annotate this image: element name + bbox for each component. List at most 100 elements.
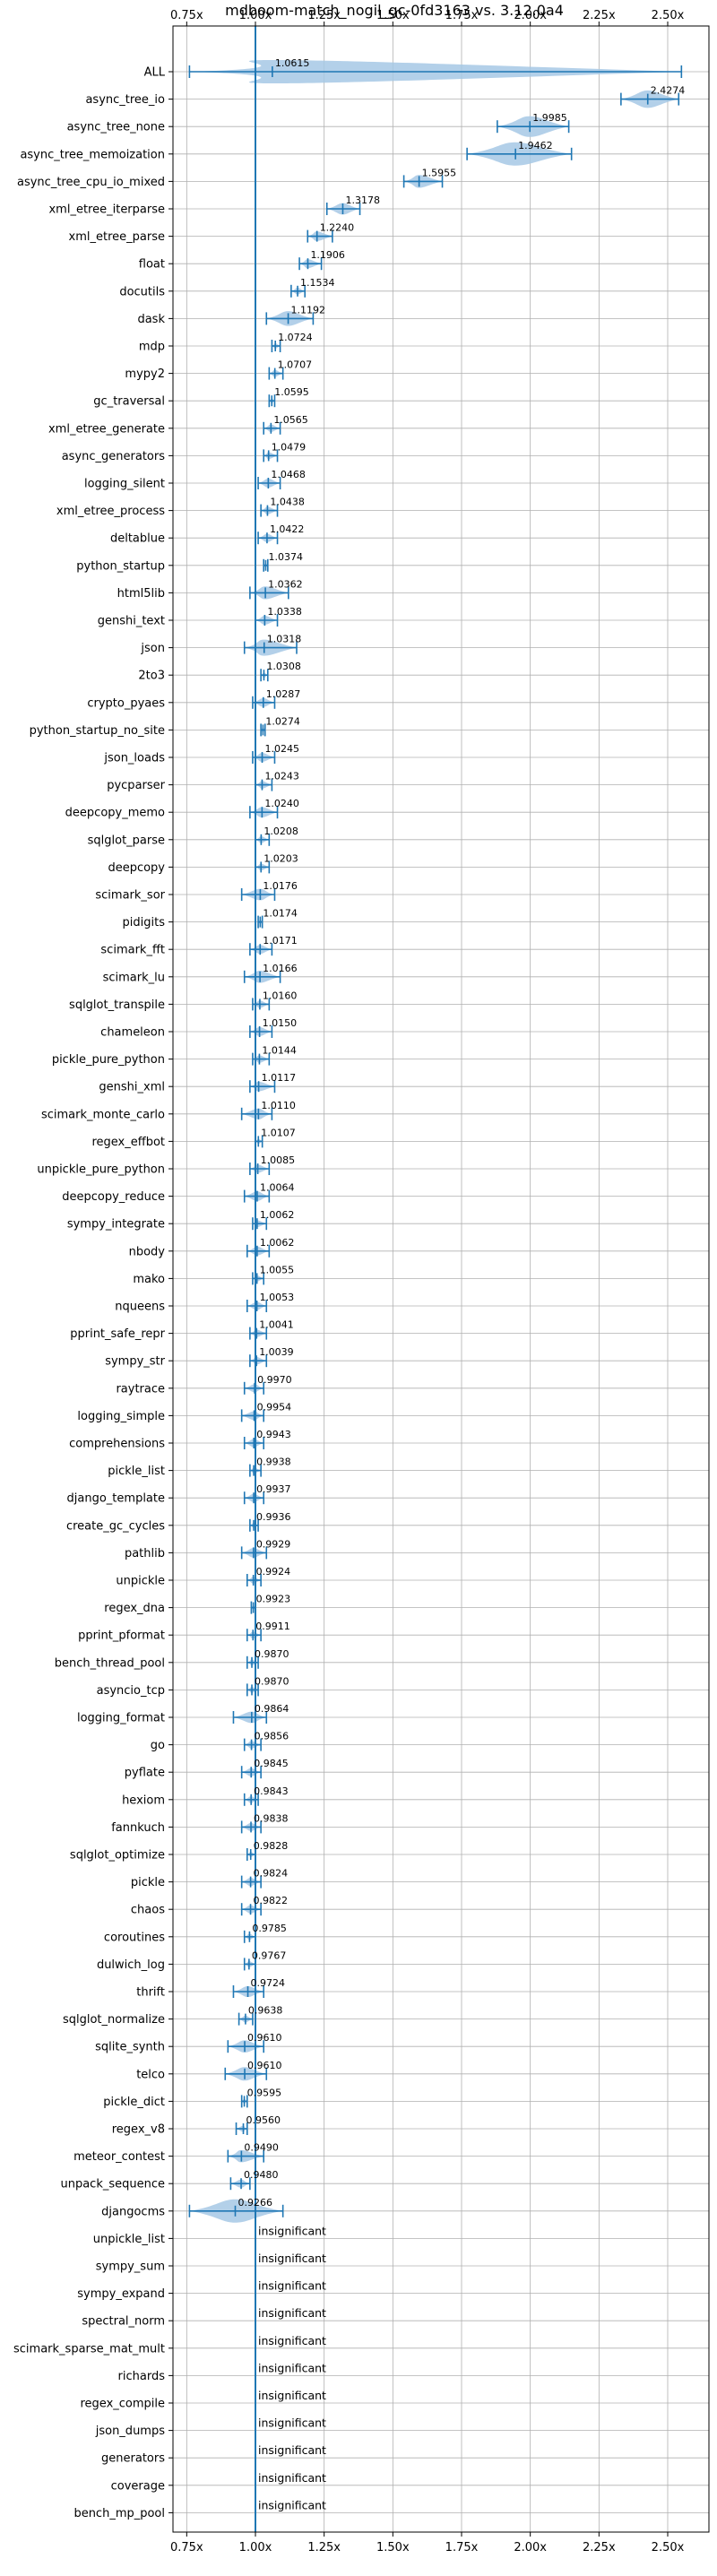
violin-layer (188, 60, 683, 2223)
value-label-gc-traversal: 1.0595 (274, 386, 309, 398)
value-label-xml-etree-parse: 1.2240 (320, 222, 355, 234)
x-tick-label-top: 1.25x (307, 9, 341, 22)
x-tick-label-bottom: 1.25x (307, 2541, 341, 2554)
y-tick-label-generators: generators (101, 2452, 165, 2466)
value-label-pickle-dict: 0.9595 (247, 2087, 282, 2098)
y-tick-label-mako: mako (133, 1273, 165, 1286)
y-tick-label-genshi-text: genshi_text (98, 615, 165, 628)
value-label-dask: 1.1192 (291, 304, 326, 316)
y-tick-label-pyflate: pyflate (125, 1767, 165, 1780)
y-tick-label-sympy-sum: sympy_sum (96, 2260, 165, 2274)
y-tick-label-regex-compile: regex_compile (80, 2398, 165, 2411)
x-tick-label-top: 1.00x (239, 9, 272, 22)
insignificant-label-unpickle-list: insignificant (258, 2224, 326, 2237)
x-tick-label-bottom: 2.50x (652, 2541, 685, 2554)
y-tick-label-scimark-fft: scimark_fft (100, 944, 165, 957)
value-label-meteor-contest: 0.9490 (244, 2142, 279, 2154)
value-label-json-loads: 1.0245 (265, 743, 300, 755)
y-tick-label-docutils: docutils (119, 285, 165, 298)
y-tick-label-async-generators: async_generators (62, 450, 166, 463)
value-label-xml-etree-iterparse: 1.3178 (345, 194, 380, 206)
y-tick-label-logging-silent: logging_silent (84, 478, 165, 491)
insignificant-label-sympy-expand: insignificant (258, 2279, 326, 2293)
y-tick-label-xml-etree-process: xml_etree_process (56, 505, 165, 518)
y-tick-label-logging-format: logging_format (77, 1712, 165, 1725)
x-tick-label-bottom: 2.00x (514, 2541, 547, 2554)
y-tick-label-pickle-dict: pickle_dict (103, 2096, 165, 2109)
insignificant-label-bench-mp-pool: insignificant (258, 2498, 326, 2511)
y-tick-label-sympy-integrate: sympy_integrate (67, 1218, 165, 1232)
value-label-unpickle-pure-python: 1.0085 (261, 1154, 296, 1166)
value-label-layer: 1.0615 2.4274 1.9985 1.9462 1.5955 1.3178 1.22… (238, 57, 685, 2511)
value-label-xml-etree-generate: 1.0565 (273, 414, 308, 426)
value-label-dulwich-log: 0.9767 (252, 1949, 287, 1961)
value-label-pickle-list: 0.9938 (256, 1457, 291, 1468)
y-tick-label-crypto-pyaes: crypto_pyaes (87, 696, 165, 710)
y-tick-label-spectral-norm: spectral_norm (82, 2315, 165, 2329)
x-tick-label-top: 1.50x (376, 9, 410, 22)
x-tick-labels: 0.75x 0.75x 1.00x 1.00x 1.25x 1.25x 1.50x 1.50x… (170, 9, 685, 2554)
y-tick-label-sqlglot-normalize: sqlglot_normalize (63, 2013, 165, 2027)
value-label-nbody: 1.0062 (260, 1237, 295, 1249)
value-label-async-tree-io: 2.4274 (651, 85, 686, 97)
value-label-async-tree-cpu-io-mixed: 1.5955 (422, 167, 457, 178)
value-label-mako: 1.0055 (260, 1264, 295, 1275)
value-label-unpickle: 0.9924 (256, 1566, 291, 1578)
value-label-logging-simple: 0.9954 (257, 1401, 292, 1413)
insignificant-label-json-dumps: insignificant (258, 2416, 326, 2430)
value-label-raytrace: 0.9970 (257, 1374, 292, 1386)
x-tick-label-bottom: 1.00x (239, 2541, 272, 2554)
x-tick-label-bottom: 1.50x (376, 2541, 410, 2554)
value-label-sympy-integrate: 1.0062 (260, 1209, 295, 1221)
y-tick-label-python-startup: python_startup (76, 559, 165, 573)
y-tick-label-django-template: django_template (67, 1492, 165, 1506)
y-tick-label-chaos: chaos (131, 1904, 165, 1917)
insignificant-label-regex-compile: insignificant (258, 2389, 326, 2402)
value-label-go: 0.9856 (255, 1731, 289, 1742)
value-label-deepcopy-memo: 1.0240 (264, 798, 299, 809)
value-label-all: 1.0615 (275, 57, 310, 69)
chart-title: mdboom-match_nogil_gc-0fd3163 vs. 3.12.0… (225, 2, 564, 20)
y-tick-label-regex-v8: regex_v8 (112, 2123, 165, 2137)
y-tick-label-async-tree-none: async_tree_none (67, 121, 165, 134)
y-tick-label-unpickle-pure-python: unpickle_pure_python (37, 1163, 165, 1177)
value-label-regex-v8: 0.9560 (246, 2114, 281, 2126)
x-tick-label-top: 2.00x (514, 9, 547, 22)
value-label-html5lib: 1.0362 (268, 578, 303, 590)
value-label-scimark-fft: 1.0171 (263, 935, 298, 947)
insignificant-label-spectral-norm: insignificant (258, 2306, 326, 2320)
insignificant-label-richards: insignificant (258, 2361, 326, 2374)
value-label-deepcopy-reduce: 1.0064 (260, 1182, 295, 1194)
y-tick-label-regex-dna: regex_dna (104, 1602, 165, 1615)
y-tick-label-raytrace: raytrace (116, 1382, 165, 1396)
y-tick-label-python-startup-no-site: python_startup_no_site (30, 724, 165, 738)
value-label-logging-format: 0.9864 (255, 1703, 289, 1715)
y-tick-label-scimark-sor: scimark_sor (95, 889, 165, 903)
y-tick-label-nqueens: nqueens (115, 1301, 165, 1314)
value-label-sqlglot-transpile: 1.0160 (263, 990, 298, 1001)
x-tick-label-top: 0.75x (170, 9, 203, 22)
value-label-comprehensions: 0.9943 (256, 1429, 291, 1440)
y-tick-label-dask: dask (137, 313, 165, 326)
value-label-fannkuch: 0.9838 (254, 1812, 289, 1824)
value-label-python-startup: 1.0374 (268, 551, 303, 563)
y-tick-label-deltablue: deltablue (110, 532, 165, 546)
value-label-async-tree-none: 1.9985 (532, 112, 567, 124)
insignificant-label-coverage: insignificant (258, 2471, 326, 2485)
x-tick-label-bottom: 1.75x (445, 2541, 479, 2554)
y-tick-label-sqlglot-optimize: sqlglot_optimize (70, 1849, 165, 1863)
value-label-bench-thread-pool: 0.9870 (255, 1648, 289, 1660)
y-tick-label-thrift: thrift (136, 1986, 165, 2000)
y-tick-label-sympy-str: sympy_str (105, 1355, 165, 1369)
value-label-pidigits: 1.0174 (263, 908, 298, 920)
x-tick-label-top: 2.25x (583, 9, 616, 22)
y-tick-label-sqlite-synth: sqlite_synth (95, 2041, 165, 2054)
y-tick-label-mypy2: mypy2 (125, 367, 165, 381)
value-label-scimark-monte-carlo: 1.0110 (261, 1100, 296, 1111)
y-tick-label-nbody: nbody (129, 1245, 166, 1258)
y-tick-label-xml-etree-iterparse: xml_etree_iterparse (48, 203, 165, 217)
insignificant-label-sympy-sum: insignificant (258, 2252, 326, 2265)
y-tick-label-telco: telco (136, 2068, 165, 2081)
